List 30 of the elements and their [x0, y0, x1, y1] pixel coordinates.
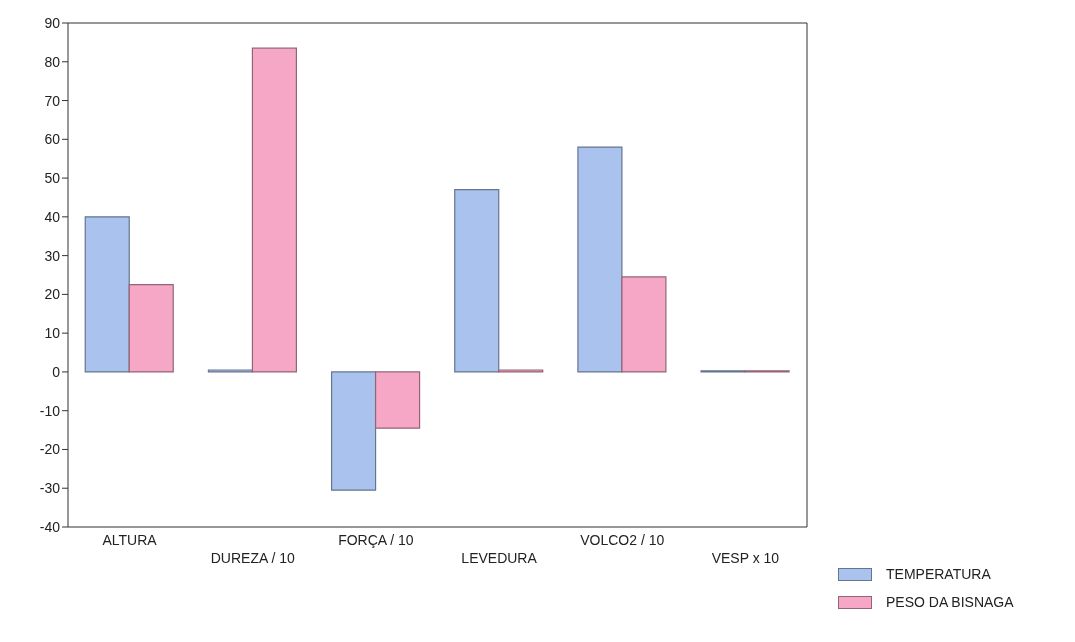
bar	[621, 276, 667, 373]
y-tick-label: -20	[39, 441, 61, 458]
x-tick-label: DUREZA / 10	[210, 550, 295, 566]
bar	[251, 47, 298, 373]
y-tick-label: 0	[52, 363, 61, 380]
bar	[577, 146, 623, 373]
y-tick-label: -40	[39, 518, 61, 535]
y-tick-label: -30	[39, 480, 61, 497]
legend-label: PESO DA BISNAGA	[886, 594, 1014, 610]
x-tick-label: VESP x 10	[711, 550, 780, 566]
x-tick-label: VOLCO2 / 10	[580, 532, 665, 548]
y-tick-label: 90	[44, 14, 61, 31]
bar	[84, 216, 130, 373]
y-tick-label: 60	[44, 131, 61, 148]
x-tick-label: LEVEDURA	[461, 550, 538, 566]
x-tick-label: FORÇA / 10	[338, 532, 414, 548]
y-tick-label: 40	[44, 208, 61, 225]
y-tick-label: 50	[44, 170, 61, 187]
y-tick-label: 20	[44, 286, 61, 303]
y-tick-label: -10	[39, 402, 61, 419]
y-tick-label: 80	[44, 53, 61, 70]
bar	[128, 284, 174, 373]
y-tick-label: 70	[44, 92, 61, 109]
bar	[330, 371, 377, 491]
legend-label: TEMPERATURA	[886, 566, 991, 582]
x-tick-label: ALTURA	[102, 532, 158, 548]
bar	[454, 189, 500, 373]
y-tick-label: 30	[44, 247, 61, 264]
y-tick-label: 10	[44, 325, 61, 342]
bar	[374, 371, 421, 429]
